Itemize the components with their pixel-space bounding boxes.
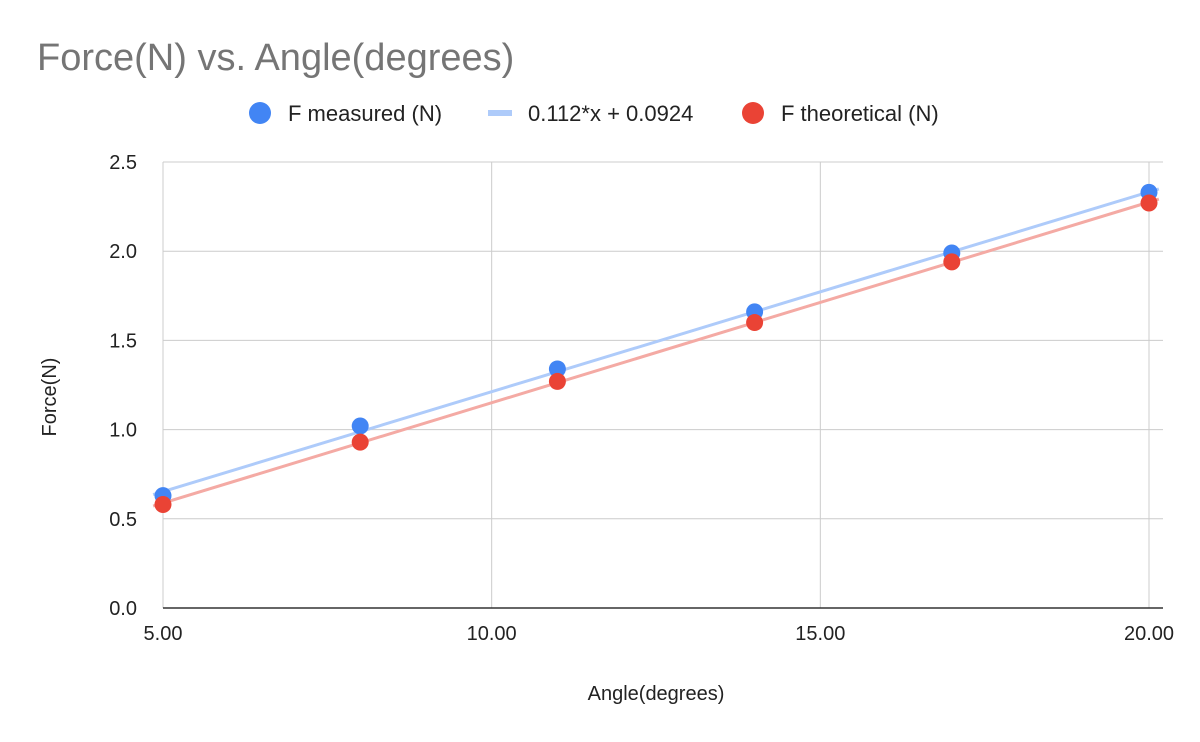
data-point-measured [351,417,369,435]
data-point-theoretical [154,496,172,514]
y-tick-label: 1.5 [109,330,137,352]
trendline-theoretical [152,197,1160,508]
data-point-measured [548,360,566,378]
data-points [154,183,1158,514]
trend-lines [152,187,1160,508]
legend-label-theoretical: F theoretical (N) [781,101,939,126]
x-tick-label: 15.00 [795,623,845,645]
data-point-theoretical [1140,194,1158,212]
y-axis-ticks: 0.0 0.5 1.0 1.5 2.0 2.5 [109,152,137,620]
x-axis-ticks: 5.00 10.00 15.00 20.00 [144,623,1175,645]
y-tick-label: 2.5 [109,152,137,174]
x-tick-label: 5.00 [144,623,183,645]
data-point-theoretical [548,372,566,390]
y-tick-label: 0.5 [109,509,137,531]
legend-label-measured: F measured (N) [288,101,442,126]
y-tick-label: 0.0 [109,598,137,620]
data-point-theoretical [746,314,764,332]
data-point-theoretical [943,253,961,271]
y-tick-label: 2.0 [109,241,137,263]
x-axis-title: Angle(degrees) [588,683,725,705]
legend: F measured (N) 0.112*x + 0.0924 F theore… [249,101,939,126]
y-tick-label: 1.0 [109,420,137,442]
y-axis-title: Force(N) [39,358,61,437]
legend-marker-measured [249,102,271,124]
legend-marker-theoretical [742,102,764,124]
x-tick-label: 10.00 [467,623,517,645]
x-tick-label: 20.00 [1124,623,1174,645]
legend-label-trendline: 0.112*x + 0.0924 [528,101,693,126]
chart-title: Force(N) vs. Angle(degrees) [37,37,514,79]
data-point-theoretical [351,433,369,451]
trendline-measured [152,187,1160,497]
gridlines [162,161,1163,609]
